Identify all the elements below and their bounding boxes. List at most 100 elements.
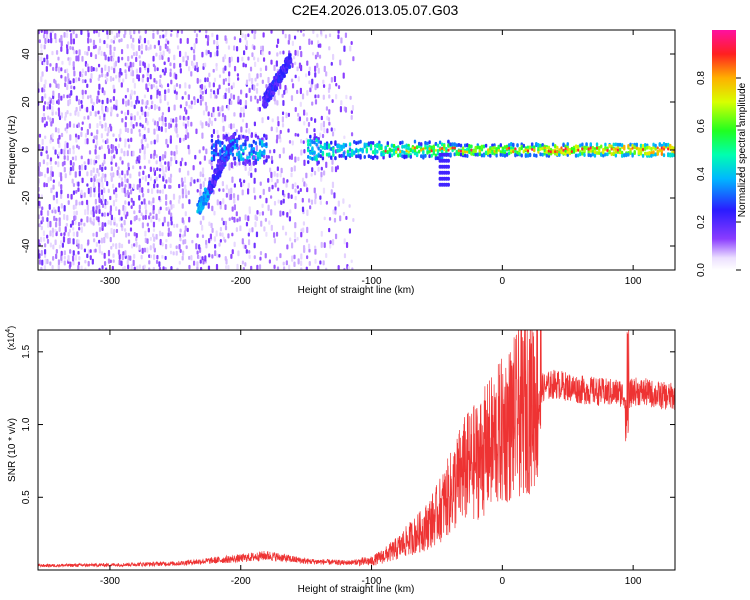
spectrogram-cell [210, 161, 213, 167]
spectrogram-cell [205, 49, 208, 56]
spectrogram-cell [236, 194, 240, 201]
spectrogram-cell [222, 188, 225, 193]
spectrogram-cell [654, 146, 657, 151]
spectrogram-cell [256, 135, 260, 140]
spectrogram-cell [518, 151, 521, 156]
spectrogram-cell [98, 38, 102, 44]
spectrogram-cell [244, 146, 247, 151]
spectrogram-cell [48, 203, 51, 210]
spectrogram-cell [152, 215, 155, 220]
spectrogram-cell [41, 87, 44, 93]
colorbar-gradient [712, 30, 736, 270]
spectrogram-cell [81, 68, 85, 74]
spectrogram-cell [79, 105, 82, 112]
spectrogram-cell [289, 237, 292, 242]
spectrogram-cell [98, 178, 101, 183]
spectrogram-cell [72, 260, 75, 266]
spectrogram-cell [80, 164, 84, 171]
spectrogram-cell [237, 157, 241, 162]
spectrogram-cell [233, 183, 236, 188]
spectrogram-cell [156, 30, 159, 35]
spectrogram-cell [658, 148, 661, 152]
spectrogram-cell [282, 99, 285, 107]
spectrogram-cell [199, 266, 203, 270]
spectrogram-cell [99, 120, 102, 127]
spectrogram-cell [334, 206, 337, 211]
spectrogram-cell [124, 121, 127, 128]
spectrogram-cell [349, 95, 352, 100]
spectrogram-cell [97, 186, 101, 194]
spectrogram-cell [152, 221, 156, 228]
spectrogram-cell [49, 63, 52, 67]
spectrogram-cell [144, 111, 147, 118]
spectrogram-cell [340, 153, 343, 158]
spectrogram-cell [84, 133, 88, 138]
spectrogram-cell [325, 145, 329, 150]
spectrogram-cell [201, 122, 204, 129]
spectrogram-cell [252, 147, 256, 152]
spectrogram-cell [69, 223, 73, 228]
spectrogram-cell [466, 143, 469, 148]
spectrogram-cell [510, 146, 513, 151]
colorbar-tick-label: 0.6 [696, 119, 707, 133]
spectrogram-cell [123, 173, 127, 179]
spectrogram-cell [181, 96, 184, 100]
spectrogram-cell [78, 226, 81, 231]
spectrogram-cell [40, 249, 43, 257]
spectrogram-cell [69, 112, 72, 117]
spectrogram-cell [227, 45, 231, 50]
spectrogram-cell [413, 146, 417, 150]
spectrogram-cell [129, 189, 133, 195]
spectrogram-cell [143, 37, 147, 44]
spectrogram-cell [43, 116, 46, 121]
spectrogram-cell [126, 87, 130, 93]
spectrogram-cell [313, 140, 316, 145]
spectrogram-cell [176, 30, 180, 34]
spectrogram-cell [466, 147, 469, 152]
spectrogram-cell [248, 161, 251, 166]
spectrogram-cell [130, 55, 134, 59]
spectrogram-cell [342, 151, 346, 156]
spectrogram-cell [242, 148, 245, 153]
spectrogram-cell [86, 51, 89, 56]
spectrogram-cell [77, 239, 80, 244]
spectrogram-cell [165, 200, 168, 206]
spectrogram-cell [319, 154, 322, 159]
spectrogram-cell [196, 261, 199, 267]
spectrogram-cell [669, 143, 672, 148]
spectrogram-cell [325, 200, 328, 205]
spectrogram-cell [585, 146, 588, 151]
spectrogram-cell [67, 41, 70, 46]
spectrogram-cell [89, 255, 92, 261]
spectrogram-cell [430, 146, 433, 151]
spectrogram-cell [395, 150, 398, 154]
spectrogram-cell [268, 186, 271, 192]
spectrogram-cell [413, 139, 417, 144]
spectrogram-cell [591, 152, 595, 157]
spectrogram-cell [188, 264, 191, 270]
spectrogram-cell [620, 150, 624, 155]
spectrogram-cell [214, 146, 218, 151]
spectrogram-cell [342, 198, 345, 204]
spectrogram-cell [510, 149, 513, 153]
spectrogram-cell [320, 115, 323, 121]
spectrogram-cell [127, 264, 130, 270]
spectrogram-cell [516, 150, 519, 155]
spectrogram-cell [259, 250, 263, 256]
spectrogram-cell [129, 220, 133, 225]
spectrogram-cell [286, 244, 289, 250]
spectrogram-cell [38, 171, 41, 177]
spectrogram-cell [227, 136, 230, 141]
spectrogram-cell [231, 152, 235, 157]
spectrogram-cell [558, 148, 561, 152]
spectrogram-cell [447, 139, 450, 144]
spectrogram-cell [551, 142, 555, 147]
spectrogram-cell [90, 65, 93, 72]
spectrogram-cell [143, 133, 146, 140]
spectrogram-cell [208, 253, 211, 258]
spectrogram-cell [93, 193, 96, 198]
spectrogram-cell [159, 161, 162, 168]
spectrogram-cell [194, 154, 197, 160]
spectrogram-cell [244, 214, 247, 221]
spectrogram-cell [98, 244, 101, 251]
